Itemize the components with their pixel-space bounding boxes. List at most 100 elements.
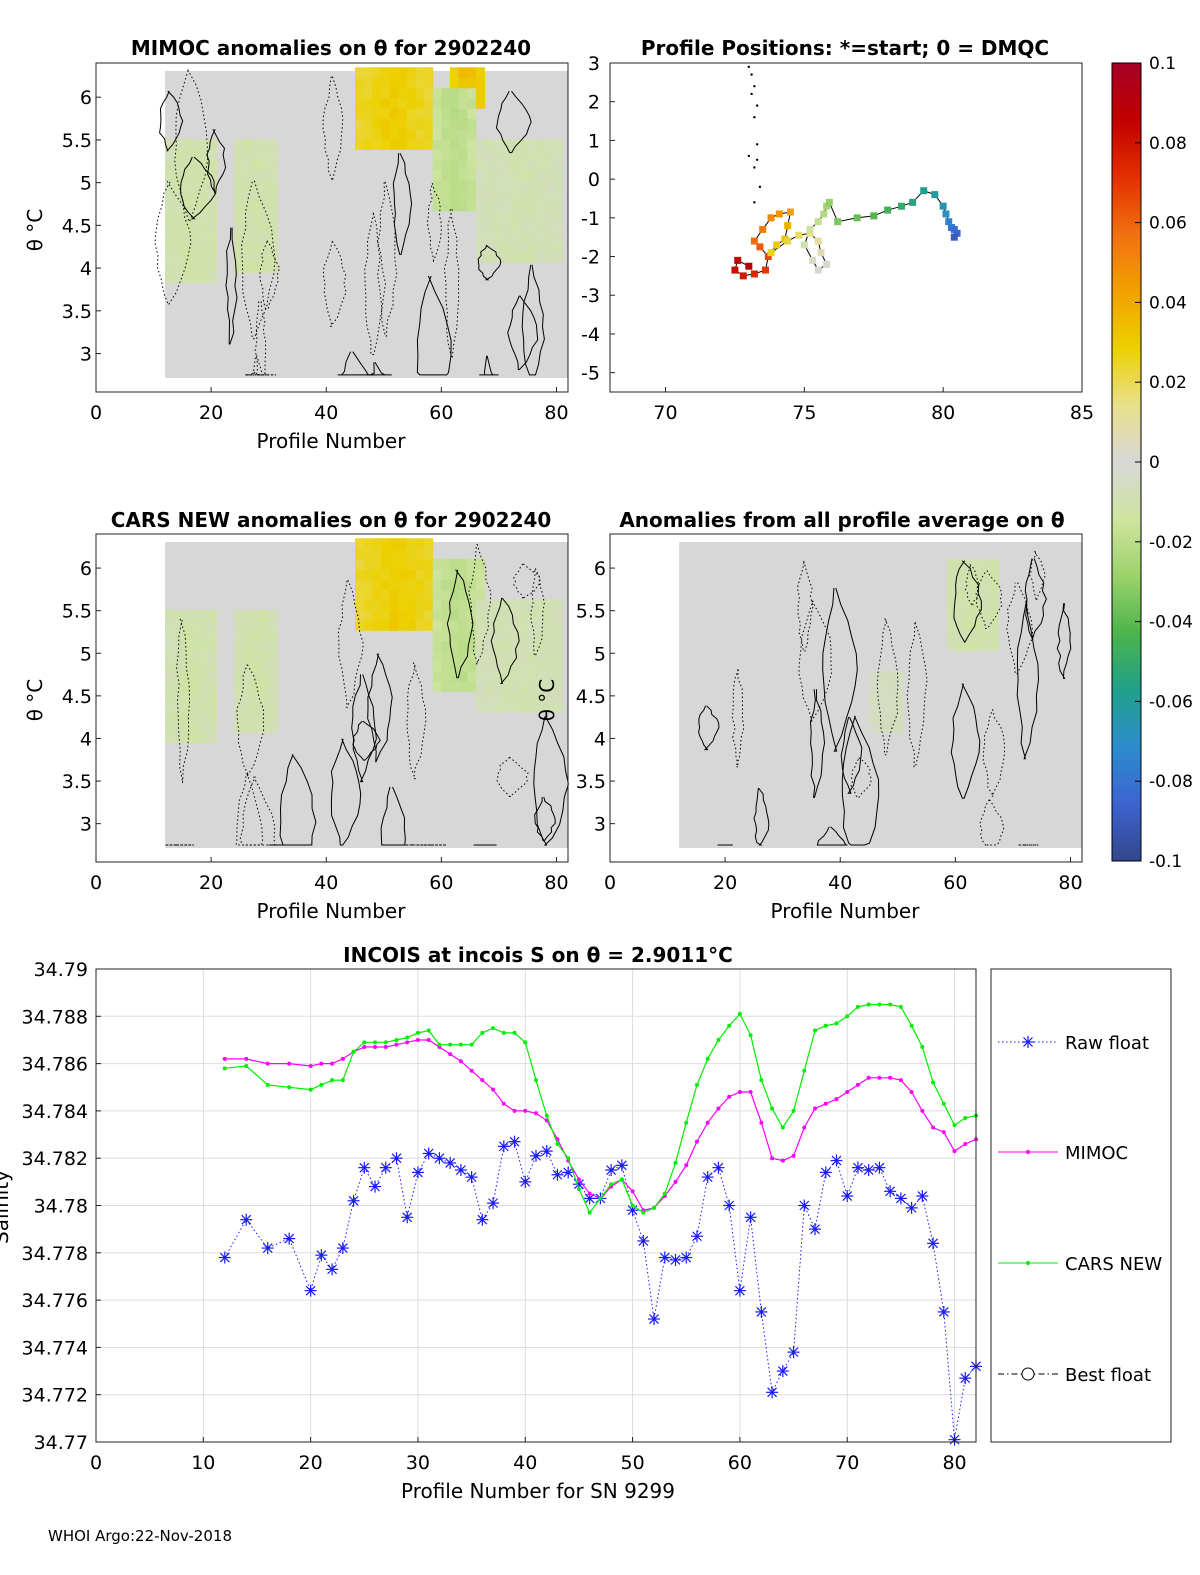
heatmap-cell	[946, 558, 956, 570]
heatmap-cell	[389, 538, 399, 549]
heatmap-cell	[510, 231, 520, 243]
heatmap-cell	[372, 589, 382, 601]
heatmap-cell	[251, 251, 261, 263]
heatmap-cell	[268, 630, 278, 641]
heatmap-cell	[363, 558, 373, 570]
heatmap-cell	[484, 609, 494, 621]
heatmap-cell	[268, 701, 278, 713]
series-point-cars-new	[534, 1078, 538, 1083]
heatmap-cell	[190, 139, 201, 150]
heatmap-cell	[424, 579, 434, 590]
series-point-mimoc	[630, 1189, 635, 1194]
heatmap-cell	[173, 609, 183, 621]
heatmap-cell	[398, 558, 408, 570]
heatmap-cell	[432, 180, 442, 191]
profile-position-marker	[806, 225, 814, 233]
heatmap-cell	[527, 701, 537, 713]
raw-float-point	[379, 1161, 392, 1174]
heatmap-cell	[182, 190, 192, 202]
dmqc-position-marker	[750, 92, 753, 96]
heatmap-cell	[484, 691, 494, 703]
heatmap-cell	[260, 660, 270, 672]
raw-float-point	[787, 1346, 800, 1359]
heatmap-cell	[182, 262, 192, 273]
heatmap-cell	[234, 169, 244, 181]
heatmap-cell	[441, 108, 451, 120]
heatmap-cell	[955, 630, 965, 641]
heatmap-cell	[441, 190, 451, 202]
contour-negative	[236, 664, 265, 777]
heatmap-cell	[380, 87, 391, 99]
colorbar-ticks: 0.1 0.08 0.06 0.04 0.02 0 -0.02 -0.04 -0.06 -0.08…	[1135, 54, 1193, 872]
heatmap-cell	[955, 579, 965, 590]
heatmap-cell	[877, 691, 887, 703]
y-tick-label: 4	[594, 728, 606, 750]
all-profile-average-panel: Anomalies from all profile average on θ …	[535, 508, 1083, 923]
heatmap-cell	[475, 190, 486, 202]
heatmap-cell	[363, 620, 373, 631]
heatmap-cell	[527, 139, 537, 150]
raw-float-point	[615, 1159, 628, 1172]
series-point-mimoc	[931, 1125, 936, 1130]
heatmap-cell	[536, 251, 546, 263]
series-point-mimoc	[244, 1056, 249, 1061]
heatmap-cell	[260, 241, 270, 253]
heatmap-cell	[544, 701, 555, 713]
series-point-mimoc	[791, 1153, 796, 1158]
series-point-cars-new	[952, 1123, 957, 1128]
heatmap-cell	[467, 169, 477, 181]
heatmap-cell	[467, 149, 477, 161]
heatmap-cell	[475, 221, 486, 232]
raw-float-point	[433, 1152, 446, 1165]
heatmap-cell	[441, 681, 451, 693]
heatmap-cell	[182, 149, 192, 161]
heatmap-cell	[199, 650, 209, 662]
heatmap-cell	[510, 159, 520, 171]
allavg-x-ticks: 0 20 40 60 80	[604, 857, 1083, 894]
heatmap-cell	[484, 169, 494, 181]
heatmap-cell	[972, 579, 982, 590]
heatmap-cell	[234, 722, 244, 734]
series-point-cars-new	[694, 1082, 699, 1087]
heatmap-cell	[484, 251, 494, 263]
heatmap-cell	[182, 221, 192, 232]
heatmap-cell	[475, 98, 486, 109]
heatmap-cell	[964, 568, 974, 580]
heatmap-cell	[415, 568, 425, 580]
heatmap-cell	[173, 159, 183, 171]
heatmap-cell	[389, 87, 399, 99]
series-point-cars-new	[802, 1068, 807, 1073]
heatmap-cell	[199, 231, 209, 243]
dmqc-position-marker	[753, 115, 756, 119]
heatmap-cell	[242, 190, 252, 202]
heatmap-cell	[415, 139, 425, 150]
heatmap-cell	[268, 660, 278, 672]
contour-positive	[840, 716, 863, 794]
heatmap-cell	[527, 231, 537, 243]
heatmap-cell	[501, 169, 511, 181]
colorbar-tick-label: -0.02	[1149, 533, 1193, 553]
heatmap-cell	[510, 139, 520, 150]
axes-box	[95, 533, 569, 863]
heatmap-cell	[553, 620, 563, 631]
heatmap-cell	[199, 660, 209, 672]
heatmap-cell	[955, 589, 965, 601]
heatmap-cell	[355, 77, 365, 89]
heatmap-cell	[467, 180, 477, 191]
series-point-mimoc	[716, 1106, 721, 1111]
heatmap-cell	[536, 650, 546, 662]
contour-negative	[154, 180, 192, 306]
heatmap-cell	[165, 272, 175, 284]
heatmap-cell	[510, 660, 520, 672]
heatmap-cell	[458, 681, 468, 693]
heatmap-cell	[199, 609, 209, 621]
heatmap-cell	[510, 640, 520, 652]
mimoc-y-ticks: 6 5.5 5 4.5 4 3.5 3	[62, 87, 101, 366]
heatmap-cell	[242, 169, 252, 181]
x-tick-label: 40	[828, 872, 852, 894]
heatmap-cell	[234, 190, 244, 202]
contour-positive	[1016, 600, 1040, 760]
series-point-mimoc	[770, 1156, 775, 1161]
profile-position-marker	[764, 253, 772, 261]
heatmap-cell	[234, 159, 244, 171]
